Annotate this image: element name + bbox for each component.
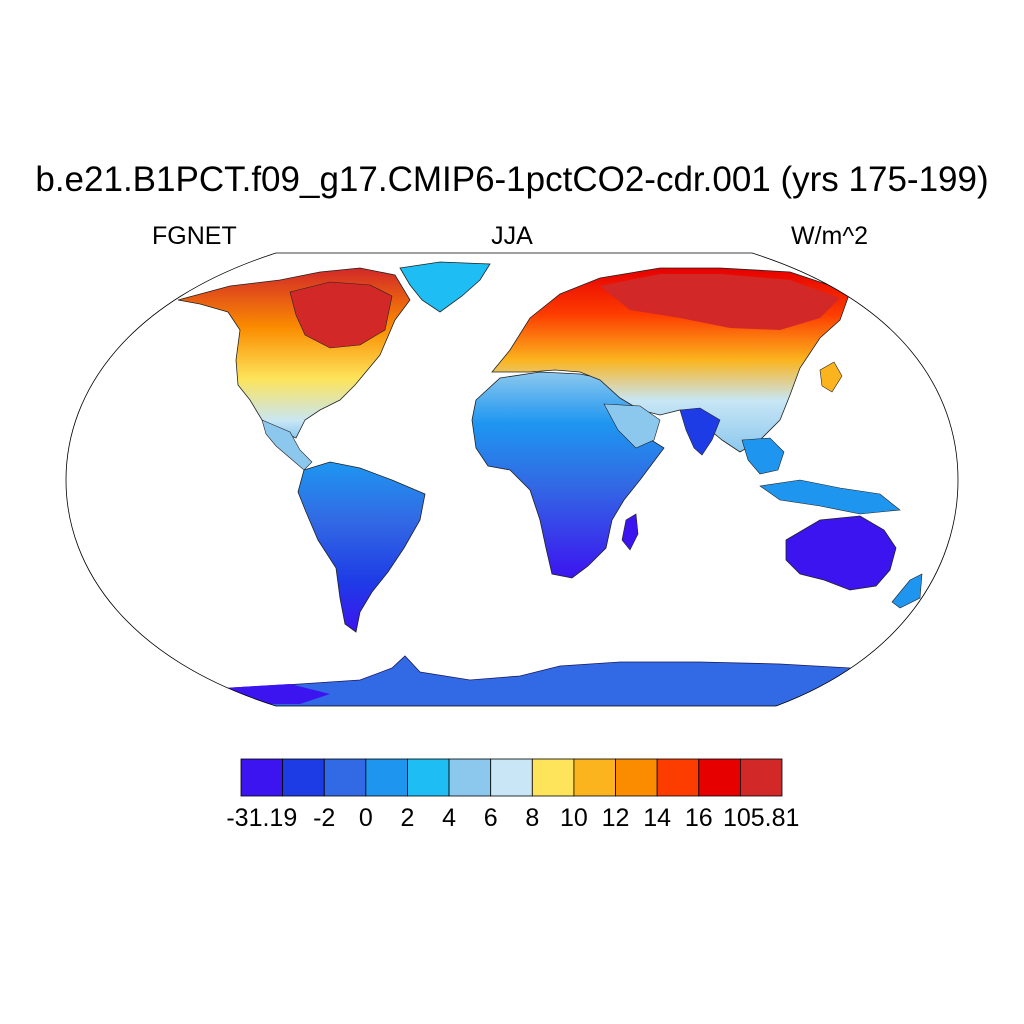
colorbar-tick-label: -31.19 [226,804,298,832]
colorbar-bin [739,758,783,797]
new-zealand-region [891,573,923,609]
season-label: JJA [491,222,533,250]
colorbar-bin [490,758,533,797]
indonesia-region [759,479,901,515]
units-label: W/m^2 [790,222,868,250]
colorbar-bin [240,758,284,797]
colorbar-tick-label: 10 [560,804,588,832]
india-region [679,407,721,456]
colorbar-bin [323,758,367,797]
colorbar-bin [573,758,616,797]
colorbar-bin [615,758,658,797]
colorbar-bin [531,758,575,797]
madagascar-region [621,513,639,551]
japan-region [819,361,843,393]
colorbar-tick-label: 14 [643,804,672,832]
colorbar-tick-label: 8 [525,804,540,832]
colorbar-tick-label: 105.81 [722,804,800,832]
variable-label: FGNET [152,222,237,250]
colorbar-tick-label: 16 [684,804,713,832]
arabia-region [603,403,661,449]
colorbar-tick-label: -2 [313,804,336,832]
south-america-region [297,461,426,633]
colorbar-tick-label: 0 [358,804,373,832]
colorbar-bin [698,758,741,797]
colorbar-bin [448,758,492,797]
arctic-canada-region [289,281,393,349]
colorbar-tick-label: 2 [400,804,415,832]
colorbar-bin [407,758,450,797]
southeast-asia-region [741,437,785,475]
colorbar-bin [282,758,325,797]
greenland-region [399,261,491,313]
siberia-region [600,274,840,330]
colorbar-tick-label: 6 [483,804,498,832]
colorbar-bin [365,758,408,797]
colorbar-bin [656,758,700,797]
australia-region [785,515,897,591]
colorbar-tick-label: 4 [442,804,457,832]
map-frame [65,252,959,707]
colorbar-tick-label: 12 [601,804,630,832]
map-title: b.e21.B1PCT.f09_g17.CMIP6-1pctCO2-cdr.00… [35,160,989,199]
